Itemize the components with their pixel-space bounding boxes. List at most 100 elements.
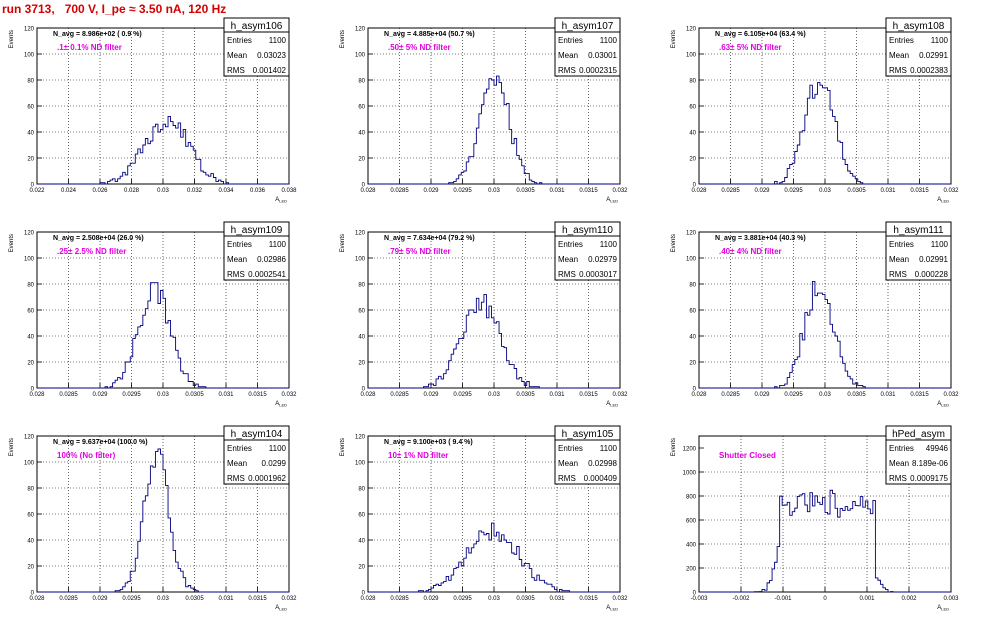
stats-box-frame	[554, 17, 621, 77]
stats-box-frame	[554, 425, 621, 485]
stats-value: 0.000409	[584, 474, 618, 483]
x-tick-label: 0.031	[880, 188, 896, 194]
x-tick-label: 0.028	[29, 392, 45, 398]
y-tick-label: 40	[689, 131, 696, 137]
y-tick-label: 20	[27, 565, 34, 571]
x-tick-label: 0.029	[92, 392, 108, 398]
stats-value: 1100	[269, 36, 287, 45]
stats-box: h_asym108 Entries 1100 Mean 0.02991 RMS 0.0002…	[885, 17, 952, 77]
stats-value: 0.02979	[588, 255, 617, 264]
stats-label: RMS	[889, 66, 907, 75]
stats-label: RMS	[889, 270, 907, 279]
stats-label: Mean	[558, 459, 578, 468]
stats-label: Mean	[889, 459, 909, 468]
stats-value: 0.03023	[257, 51, 286, 60]
y-tick-label: 120	[355, 435, 366, 441]
y-tick-label: 40	[27, 335, 34, 341]
x-tick-label: -0.003	[690, 596, 708, 602]
y-tick-label: 60	[27, 513, 34, 519]
y-axis-title: Events	[9, 30, 15, 48]
stats-label: RMS	[227, 474, 245, 483]
stats-label: Mean	[227, 255, 247, 264]
y-tick-label: 120	[24, 231, 35, 237]
filter-annotation: .25± 2.5% ND filter	[57, 247, 126, 256]
y-tick-label: 20	[689, 361, 696, 367]
x-tick-label: 0.0285	[721, 188, 740, 194]
x-tick-label: 0.0295	[784, 188, 803, 194]
navg-label: N_avg = 9.100e+03 ( 9.4 %)	[384, 439, 473, 446]
y-tick-label: 80	[27, 79, 34, 85]
y-tick-label: 60	[27, 309, 34, 315]
x-tick-label: 0.03	[819, 188, 831, 194]
x-tick-label: 0.038	[281, 188, 297, 194]
y-tick-label: 80	[27, 487, 34, 493]
y-tick-label: 40	[27, 539, 34, 545]
x-tick-label: 0.03	[157, 188, 169, 194]
y-tick-label: 0	[31, 591, 35, 597]
y-tick-label: 80	[358, 283, 365, 289]
x-tick-label: 0.031	[218, 392, 234, 398]
x-tick-label: 0.036	[250, 188, 266, 194]
stats-value: 1100	[931, 36, 949, 45]
y-tick-label: 100	[686, 257, 697, 263]
y-tick-label: 120	[355, 231, 366, 237]
x-tick-label: 0.0295	[122, 392, 141, 398]
y-tick-label: 0	[362, 591, 366, 597]
histogram-name: h_asym109	[231, 225, 283, 236]
histogram-panel-h_asym111: 0.028 0.0285 0.029 0.0295 0.03 0.0305 0.031 0.0…	[671, 221, 959, 408]
y-tick-label: 60	[27, 105, 34, 111]
y-tick-label: 120	[24, 435, 35, 441]
x-tick-label: 0.032	[187, 188, 203, 194]
y-tick-label: 120	[24, 27, 35, 33]
stats-label: Entries	[558, 36, 583, 45]
x-tick-label: 0.032	[281, 596, 297, 602]
y-tick-label: 80	[358, 79, 365, 85]
stats-value: 49946	[926, 444, 949, 453]
x-tick-label: 0.0285	[59, 596, 78, 602]
y-tick-label: 0	[693, 183, 697, 189]
stats-label: Mean	[889, 255, 909, 264]
x-tick-label: 0.0285	[721, 392, 740, 398]
x-tick-label: 0.028	[360, 188, 376, 194]
y-axis-title: Events	[340, 30, 346, 48]
x-tick-label: 0.032	[943, 392, 959, 398]
y-tick-label: 0	[362, 387, 366, 393]
stats-value: 1100	[600, 240, 618, 249]
stats-value: 1100	[269, 240, 287, 249]
x-tick-label: 0.0305	[516, 392, 535, 398]
stats-box-frame	[885, 17, 952, 77]
y-tick-label: 20	[689, 157, 696, 163]
stats-box-frame	[223, 425, 290, 485]
x-axis-title: ALED	[937, 197, 949, 204]
stats-value: 0.0299	[262, 459, 287, 468]
histogram-panel-h_asym110: 0.028 0.0285 0.029 0.0295 0.03 0.0305 0.031 0.0…	[340, 221, 628, 408]
y-tick-label: 40	[689, 335, 696, 341]
x-tick-label: 0.031	[218, 596, 234, 602]
stats-value: 0.0009175	[910, 474, 948, 483]
stats-value: 0.001402	[253, 66, 287, 75]
y-axis-title: Events	[671, 234, 677, 252]
histogram-line	[368, 293, 620, 389]
x-tick-label: 0.0315	[248, 392, 267, 398]
stats-label: Entries	[227, 444, 252, 453]
y-tick-label: 400	[686, 543, 697, 549]
histogram-line	[37, 115, 289, 185]
stats-value: 1100	[600, 36, 618, 45]
x-axis-title: ALED	[606, 605, 618, 612]
histogram-line	[368, 75, 620, 185]
histogram-panel-h_asym107: 0.028 0.0285 0.029 0.0295 0.03 0.0305 0.031 0.0…	[340, 17, 628, 204]
y-tick-label: 120	[355, 27, 366, 33]
y-tick-label: 100	[355, 461, 366, 467]
y-tick-label: 60	[358, 309, 365, 315]
filter-annotation: .40± 4% ND filter	[719, 247, 782, 256]
histogram-line	[699, 489, 951, 593]
x-axis-title: ALED	[275, 197, 287, 204]
stats-label: RMS	[227, 270, 245, 279]
stats-box: h_asym107 Entries 1100 Mean 0.03001 RMS 0.0002…	[554, 17, 621, 77]
y-tick-label: 1200	[683, 447, 697, 453]
histogram-name: hPed_asym	[892, 429, 945, 440]
stats-label: RMS	[889, 474, 907, 483]
x-tick-label: 0.026	[92, 188, 108, 194]
stats-label: Entries	[889, 444, 914, 453]
histogram-name: h_asym110	[562, 225, 613, 236]
